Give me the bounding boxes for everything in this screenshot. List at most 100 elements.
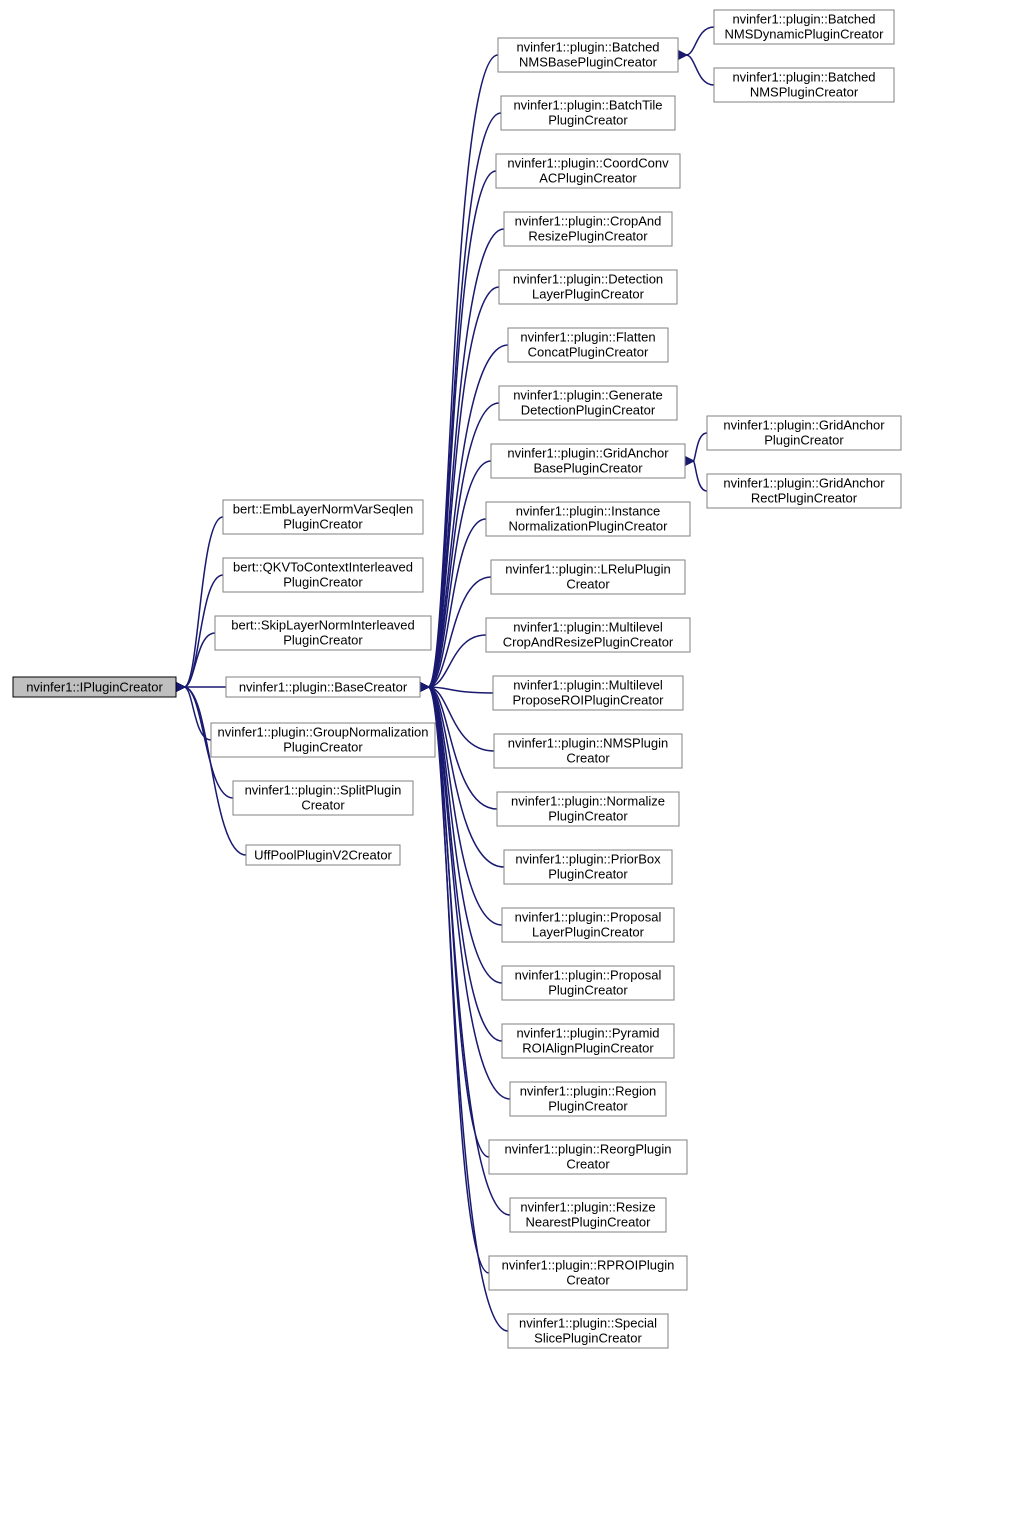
- node-c7-label-1: nvinfer1::plugin::GridAnchor: [507, 445, 669, 460]
- node-c8[interactable]: nvinfer1::plugin::InstanceNormalizationP…: [486, 502, 690, 536]
- node-bert2-label-1: bert::QKVToContextInterleaved: [233, 559, 413, 574]
- nodes-layer: nvinfer1::IPluginCreator bert::EmbLayerNo…: [13, 10, 901, 1348]
- edge-d2-to-c7: [693, 433, 707, 461]
- node-d0[interactable]: nvinfer1::plugin::BatchedNMSDynamicPlugi…: [714, 10, 894, 44]
- node-c13-label-2: PluginCreator: [548, 808, 628, 823]
- node-c4[interactable]: nvinfer1::plugin::DetectionLayerPluginCr…: [499, 270, 677, 304]
- node-c12[interactable]: nvinfer1::plugin::NMSPluginCreator: [494, 734, 682, 768]
- edge-d3-to-c7: [693, 461, 707, 491]
- node-c22-label-2: SlicePluginCreator: [534, 1330, 642, 1345]
- edge-uffpool-to-root: [184, 687, 246, 855]
- node-c6-label-1: nvinfer1::plugin::Generate: [513, 387, 663, 402]
- node-root[interactable]: nvinfer1::IPluginCreator: [13, 677, 176, 697]
- node-c15[interactable]: nvinfer1::plugin::ProposalLayerPluginCre…: [502, 908, 674, 942]
- node-c18[interactable]: nvinfer1::plugin::RegionPluginCreator: [510, 1082, 666, 1116]
- node-d3-label-1: nvinfer1::plugin::GridAnchor: [723, 475, 885, 490]
- node-c19[interactable]: nvinfer1::plugin::ReorgPluginCreator: [489, 1140, 687, 1174]
- node-d1-label-1: nvinfer1::plugin::Batched: [732, 69, 875, 84]
- node-bert1[interactable]: bert::EmbLayerNormVarSeqlenPluginCreator: [223, 500, 423, 534]
- node-c7[interactable]: nvinfer1::plugin::GridAnchorBasePluginCr…: [491, 444, 685, 478]
- node-d2-label-2: PluginCreator: [764, 432, 844, 447]
- node-c8-label-1: nvinfer1::plugin::Instance: [516, 503, 661, 518]
- node-d3-label-2: RectPluginCreator: [751, 490, 858, 505]
- node-split-label-1: nvinfer1::plugin::SplitPlugin: [245, 782, 402, 797]
- node-c2-label-1: nvinfer1::plugin::CoordConv: [507, 155, 669, 170]
- node-c1-label-2: PluginCreator: [548, 112, 628, 127]
- node-c5[interactable]: nvinfer1::plugin::FlattenConcatPluginCre…: [508, 328, 668, 362]
- node-c0-label-1: nvinfer1::plugin::Batched: [516, 39, 659, 54]
- node-bert1-label-2: PluginCreator: [283, 516, 363, 531]
- node-groupnorm-label-2: PluginCreator: [283, 739, 363, 754]
- node-c17[interactable]: nvinfer1::plugin::PyramidROIAlignPluginC…: [502, 1024, 674, 1058]
- node-c20-label-2: NearestPluginCreator: [525, 1214, 651, 1229]
- node-c10[interactable]: nvinfer1::plugin::MultilevelCropAndResiz…: [486, 618, 690, 652]
- node-c18-label-1: nvinfer1::plugin::Region: [520, 1083, 657, 1098]
- node-c16[interactable]: nvinfer1::plugin::ProposalPluginCreator: [502, 966, 674, 1000]
- node-c20[interactable]: nvinfer1::plugin::ResizeNearestPluginCre…: [510, 1198, 666, 1232]
- node-c3[interactable]: nvinfer1::plugin::CropAndResizePluginCre…: [504, 212, 672, 246]
- node-c6[interactable]: nvinfer1::plugin::GenerateDetectionPlugi…: [499, 386, 677, 420]
- node-c6-label-2: DetectionPluginCreator: [521, 402, 656, 417]
- node-c10-label-2: CropAndResizePluginCreator: [503, 634, 674, 649]
- node-c8-label-2: NormalizationPluginCreator: [509, 518, 669, 533]
- node-c19-label-1: nvinfer1::plugin::ReorgPlugin: [505, 1141, 672, 1156]
- node-c12-label-1: nvinfer1::plugin::NMSPlugin: [508, 735, 668, 750]
- edge-groupnorm-to-root: [184, 687, 211, 740]
- node-c0-label-2: NMSBasePluginCreator: [519, 54, 658, 69]
- node-c0[interactable]: nvinfer1::plugin::BatchedNMSBasePluginCr…: [498, 38, 678, 72]
- node-c13[interactable]: nvinfer1::plugin::NormalizePluginCreator: [497, 792, 679, 826]
- node-c16-label-1: nvinfer1::plugin::Proposal: [515, 967, 662, 982]
- node-d2-label-1: nvinfer1::plugin::GridAnchor: [723, 417, 885, 432]
- node-c14-label-1: nvinfer1::plugin::PriorBox: [515, 851, 661, 866]
- node-bert1-label-1: bert::EmbLayerNormVarSeqlen: [233, 501, 413, 516]
- node-c5-label-2: ConcatPluginCreator: [528, 344, 649, 359]
- node-groupnorm-label-1: nvinfer1::plugin::GroupNormalization: [218, 724, 429, 739]
- node-d1[interactable]: nvinfer1::plugin::BatchedNMSPluginCreato…: [714, 68, 894, 102]
- node-bert3[interactable]: bert::SkipLayerNormInterleavedPluginCrea…: [215, 616, 431, 650]
- node-c13-label-1: nvinfer1::plugin::Normalize: [511, 793, 665, 808]
- edge-d0-to-c0: [686, 27, 714, 55]
- edge-bert1-to-root: [184, 517, 223, 687]
- node-c22-label-1: nvinfer1::plugin::Special: [519, 1315, 657, 1330]
- edge-c22-to-base: [428, 687, 508, 1331]
- node-c10-label-1: nvinfer1::plugin::Multilevel: [513, 619, 663, 634]
- node-c9-label-1: nvinfer1::plugin::LReluPlugin: [505, 561, 671, 576]
- node-c2-label-2: ACPluginCreator: [539, 170, 637, 185]
- node-c11[interactable]: nvinfer1::plugin::MultilevelProposeROIPl…: [493, 676, 683, 710]
- node-c16-label-2: PluginCreator: [548, 982, 628, 997]
- node-c1[interactable]: nvinfer1::plugin::BatchTilePluginCreator: [501, 96, 675, 130]
- node-c22[interactable]: nvinfer1::plugin::SpecialSlicePluginCrea…: [508, 1314, 668, 1348]
- node-groupnorm[interactable]: nvinfer1::plugin::GroupNormalizationPlug…: [211, 723, 435, 757]
- node-c12-label-2: Creator: [566, 750, 610, 765]
- node-d3[interactable]: nvinfer1::plugin::GridAnchorRectPluginCr…: [707, 474, 901, 508]
- node-uffpool[interactable]: UffPoolPluginV2Creator: [246, 845, 400, 865]
- node-c7-label-2: BasePluginCreator: [533, 460, 643, 475]
- node-c15-label-2: LayerPluginCreator: [532, 924, 645, 939]
- node-c11-label-2: ProposeROIPluginCreator: [512, 692, 664, 707]
- node-split-label-2: Creator: [301, 797, 345, 812]
- node-c21-label-2: Creator: [566, 1272, 610, 1287]
- node-d1-label-2: NMSPluginCreator: [750, 84, 859, 99]
- node-c4-label-1: nvinfer1::plugin::Detection: [513, 271, 663, 286]
- node-split[interactable]: nvinfer1::plugin::SplitPluginCreator: [233, 781, 413, 815]
- node-uffpool-label: UffPoolPluginV2Creator: [254, 847, 392, 862]
- node-c3-label-1: nvinfer1::plugin::CropAnd: [515, 213, 662, 228]
- node-c19-label-2: Creator: [566, 1156, 610, 1171]
- node-c2[interactable]: nvinfer1::plugin::CoordConvACPluginCreat…: [496, 154, 680, 188]
- edge-c21-to-base: [428, 687, 489, 1273]
- node-c17-label-2: ROIAlignPluginCreator: [522, 1040, 654, 1055]
- node-d2[interactable]: nvinfer1::plugin::GridAnchorPluginCreato…: [707, 416, 901, 450]
- node-c4-label-2: LayerPluginCreator: [532, 286, 645, 301]
- node-bert3-label-2: PluginCreator: [283, 632, 363, 647]
- node-c21[interactable]: nvinfer1::plugin::RPROIPluginCreator: [489, 1256, 687, 1290]
- node-base[interactable]: nvinfer1::plugin::BaseCreator: [226, 677, 420, 697]
- node-c17-label-1: nvinfer1::plugin::Pyramid: [516, 1025, 659, 1040]
- node-d0-label-2: NMSDynamicPluginCreator: [725, 26, 885, 41]
- edge-d1-to-c0: [686, 55, 714, 85]
- node-c9[interactable]: nvinfer1::plugin::LReluPluginCreator: [491, 560, 685, 594]
- node-bert2[interactable]: bert::QKVToContextInterleavedPluginCreat…: [223, 558, 423, 592]
- node-c14[interactable]: nvinfer1::plugin::PriorBoxPluginCreator: [504, 850, 672, 884]
- node-base-label: nvinfer1::plugin::BaseCreator: [239, 679, 408, 694]
- node-c9-label-2: Creator: [566, 576, 610, 591]
- node-c21-label-1: nvinfer1::plugin::RPROIPlugin: [502, 1257, 675, 1272]
